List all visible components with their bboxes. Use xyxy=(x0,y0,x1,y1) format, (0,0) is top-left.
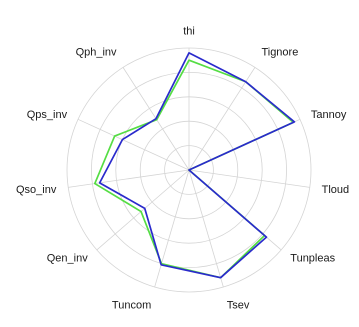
axis-label-qph-inv: Qph_inv xyxy=(76,47,117,59)
grid-spoke xyxy=(188,169,224,288)
axis-label-qen-inv: Qen_inv xyxy=(47,253,88,265)
grid-spoke xyxy=(68,169,190,188)
axis-label-tsev: Tsev xyxy=(227,299,250,311)
axis-label-tunpleas: Tunpleas xyxy=(290,253,335,265)
axis-label-qso-inv: Qso_inv xyxy=(16,184,57,196)
grid-spoke xyxy=(154,169,190,288)
series-line-1 xyxy=(93,59,295,279)
grid-spoke xyxy=(188,67,256,171)
grid-spoke xyxy=(188,169,310,188)
axis-label-thi: thi xyxy=(183,25,195,37)
axis-label-tloud: Tloud xyxy=(322,184,350,196)
radar-series xyxy=(93,52,296,279)
axis-label-tannoy: Tannoy xyxy=(311,109,347,121)
series-line-2 xyxy=(98,52,296,279)
axis-labels: thi Tignore Tannoy Tloud Tunpleas Tsev Tuncom Q… xyxy=(16,25,349,311)
grid-spoke xyxy=(77,118,190,171)
grid-spoke xyxy=(96,169,190,251)
axis-label-qps-inv: Qps_inv xyxy=(27,109,68,121)
axis-label-tignore: Tignore xyxy=(261,47,298,59)
axis-label-tuncom: Tuncom xyxy=(112,299,151,311)
